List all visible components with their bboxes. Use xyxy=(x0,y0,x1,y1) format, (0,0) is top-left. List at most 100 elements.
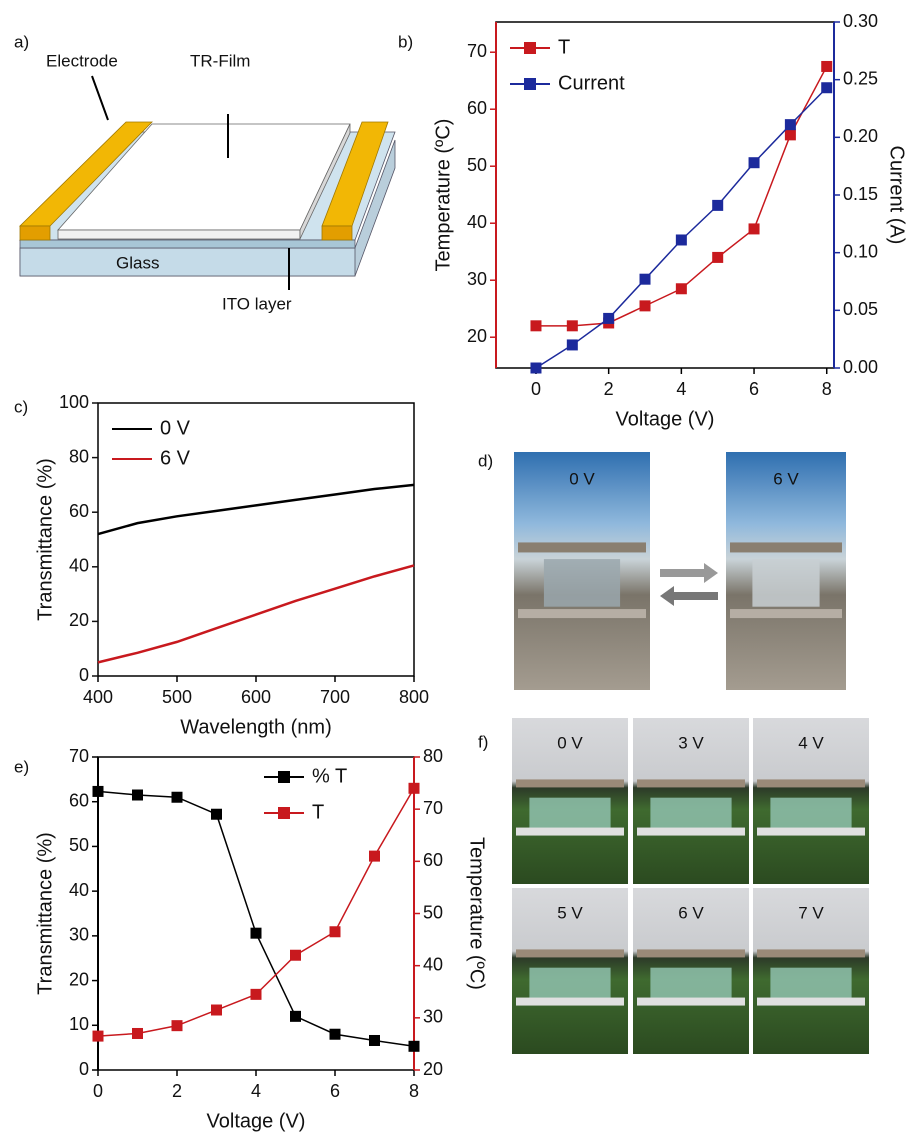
legend-marker xyxy=(278,807,290,819)
y2-tick-label: 0.05 xyxy=(843,299,878,319)
y2-tick-label: 70 xyxy=(423,798,443,818)
y-tick-label: 0 xyxy=(79,1059,89,1079)
panel-label: c) xyxy=(14,397,28,416)
data-point xyxy=(712,200,723,211)
device-clip xyxy=(637,998,745,1006)
photo-label: 7 V xyxy=(798,903,824,922)
x-tick-label: 0 xyxy=(531,379,541,399)
data-point xyxy=(640,274,651,285)
data-point xyxy=(369,1035,380,1046)
photo-label: 4 V xyxy=(798,733,824,752)
data-point xyxy=(172,792,183,803)
x-tick-label: 400 xyxy=(83,687,113,707)
diagram-label: ITO layer xyxy=(222,294,292,313)
legend-marker xyxy=(278,771,290,783)
panel-label: e) xyxy=(14,757,29,776)
figure: a) b) c) d) e) f) Electrode TR-Film Glas… xyxy=(0,0,915,1142)
data-point xyxy=(821,61,832,72)
y-tick-label: 50 xyxy=(467,155,487,175)
data-point xyxy=(567,320,578,331)
ito-front xyxy=(20,240,355,248)
x-axis-label: Wavelength (nm) xyxy=(180,716,332,738)
data-point xyxy=(211,809,222,820)
x-tick-label: 800 xyxy=(399,687,429,707)
data-point xyxy=(369,851,380,862)
data-point xyxy=(251,928,262,939)
y2-tick-label: 0.15 xyxy=(843,184,878,204)
legend-marker xyxy=(524,78,536,90)
data-point xyxy=(132,1028,143,1039)
data-point xyxy=(251,989,262,1000)
y2-tick-label: 0.25 xyxy=(843,68,878,88)
device-clip xyxy=(757,828,865,836)
y-axis-label: Transmittance (%) xyxy=(34,832,56,995)
photo-label: 3 V xyxy=(678,733,704,752)
x-tick-label: 0 xyxy=(93,1081,103,1101)
y-tick-label: 70 xyxy=(69,746,89,766)
device-clip xyxy=(730,609,842,618)
y2-tick-label: 0.30 xyxy=(843,11,878,31)
data-point xyxy=(712,252,723,263)
y-axis-label: Temperature (ºC) xyxy=(432,119,454,272)
device-clip xyxy=(518,542,646,552)
data-point xyxy=(821,82,832,93)
diagram-label: Electrode xyxy=(46,51,118,70)
y-tick-label: 20 xyxy=(69,610,89,630)
y-tick-label: 60 xyxy=(467,98,487,118)
legend-label: Current xyxy=(558,72,625,94)
x-tick-label: 4 xyxy=(676,379,686,399)
y-tick-label: 30 xyxy=(69,925,89,945)
data-point xyxy=(93,786,104,797)
device-clip xyxy=(730,542,842,552)
photo-label: 6 V xyxy=(678,903,704,922)
y2-tick-label: 0.10 xyxy=(843,241,878,261)
panel-label: f) xyxy=(478,732,488,751)
y-tick-label: 10 xyxy=(69,1014,89,1034)
diagram-label: Glass xyxy=(116,253,159,272)
data-point xyxy=(749,157,760,168)
x-tick-label: 6 xyxy=(330,1081,340,1101)
y2-tick-label: 20 xyxy=(423,1059,443,1079)
y2-tick-label: 30 xyxy=(423,1007,443,1027)
data-point xyxy=(749,223,760,234)
device-clip xyxy=(516,949,624,957)
data-point xyxy=(93,1031,104,1042)
device-clip xyxy=(516,779,624,787)
y-tick-label: 20 xyxy=(69,969,89,989)
data-point xyxy=(640,300,651,311)
y2-axis-label: Current (A) xyxy=(886,146,908,245)
legend-marker xyxy=(524,42,536,54)
y2-tick-label: 50 xyxy=(423,902,443,922)
data-point xyxy=(290,1011,301,1022)
device-clip xyxy=(516,998,624,1006)
y-tick-label: 30 xyxy=(467,269,487,289)
x-tick-label: 4 xyxy=(251,1081,261,1101)
series-line xyxy=(98,565,414,662)
y-tick-label: 40 xyxy=(69,556,89,576)
tr-film-edge xyxy=(58,230,300,239)
x-tick-label: 8 xyxy=(822,379,832,399)
x-axis-label: Voltage (V) xyxy=(616,408,715,430)
data-point xyxy=(409,783,420,794)
data-point xyxy=(530,363,541,374)
legend-label: 6 V xyxy=(160,447,191,469)
data-point xyxy=(785,129,796,140)
plot-frame xyxy=(98,757,414,1070)
device-film xyxy=(752,559,819,607)
photo-label: 6 V xyxy=(773,469,799,488)
arrow xyxy=(660,563,718,583)
device-diagram: Electrode TR-Film Glass ITO layer xyxy=(20,51,395,313)
legend-label: T xyxy=(312,801,324,823)
device-film xyxy=(650,968,731,1001)
x-tick-label: 2 xyxy=(172,1081,182,1101)
device-film xyxy=(544,559,620,607)
device-clip xyxy=(637,779,745,787)
data-point xyxy=(330,1029,341,1040)
panel-label: b) xyxy=(398,32,413,51)
device-film xyxy=(770,968,851,1001)
device-clip xyxy=(757,998,865,1006)
y-tick-label: 0 xyxy=(79,665,89,685)
y2-tick-label: 60 xyxy=(423,850,443,870)
device-film xyxy=(770,798,851,831)
device-clip xyxy=(516,828,624,836)
